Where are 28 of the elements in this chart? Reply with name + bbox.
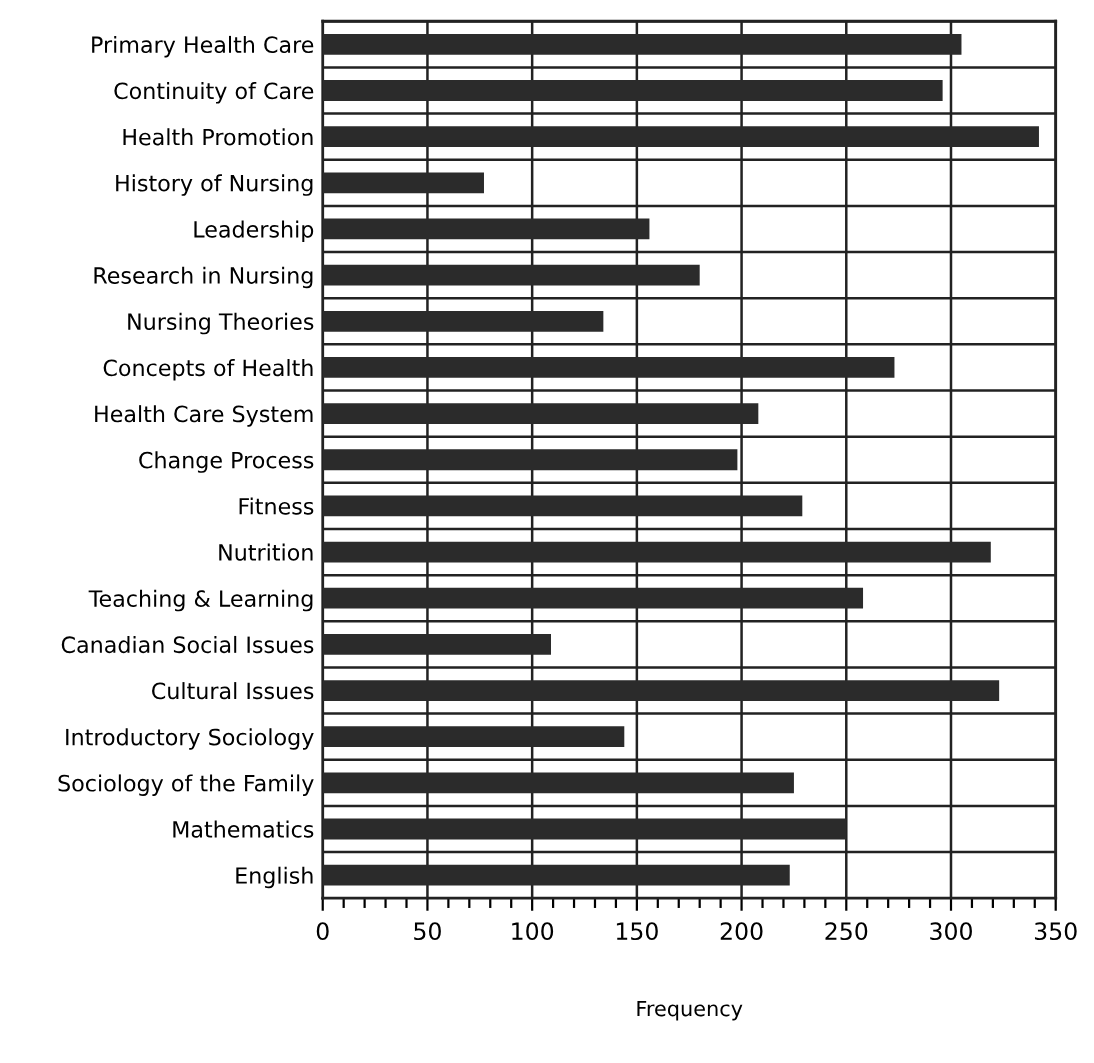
y-tick-label: Sociology of the Family [58,774,314,796]
x-tick-label: 0 [316,922,329,941]
x-tick-label: 300 [930,922,972,941]
y-tick-label: Nutrition [219,543,313,561]
y-tick-label: English [236,866,313,889]
y-tick-label: Mathematics [173,820,314,838]
x-axis-title: Frequency [637,1000,743,1021]
y-tick-label: Canadian Social Issues [61,635,314,654]
y-tick-label: Concepts of Health [103,358,313,381]
y-tick-label: Leadership [194,220,314,243]
x-tick-label: 200 [720,922,763,941]
x-tick-label: 50 [414,922,441,941]
y-tick-label: Health Promotion [123,128,313,146]
y-tick-label: Teaching & Learning [88,589,313,612]
x-tick-label: 100 [512,922,554,941]
x-tick-label: 250 [825,922,868,941]
y-tick-label: Primary Health Care [92,35,314,58]
y-tick-label: Health Care System [95,405,313,427]
y-tick-label: Nursing Theories [128,312,314,335]
y-tick-label: Research in Nursing [94,266,313,289]
x-tick-label: 150 [616,922,658,941]
y-tick-label: History of Nursing [116,174,313,196]
x-tick-label: 350 [1034,922,1077,941]
y-tick-label: Fitness [239,497,314,515]
y-tick-label: Change Process [139,451,314,473]
y-tick-label: Continuity of Care [114,82,314,104]
y-tick-label: Cultural Issues [152,682,314,700]
y-tick-label: Introductory Sociology [66,728,314,750]
